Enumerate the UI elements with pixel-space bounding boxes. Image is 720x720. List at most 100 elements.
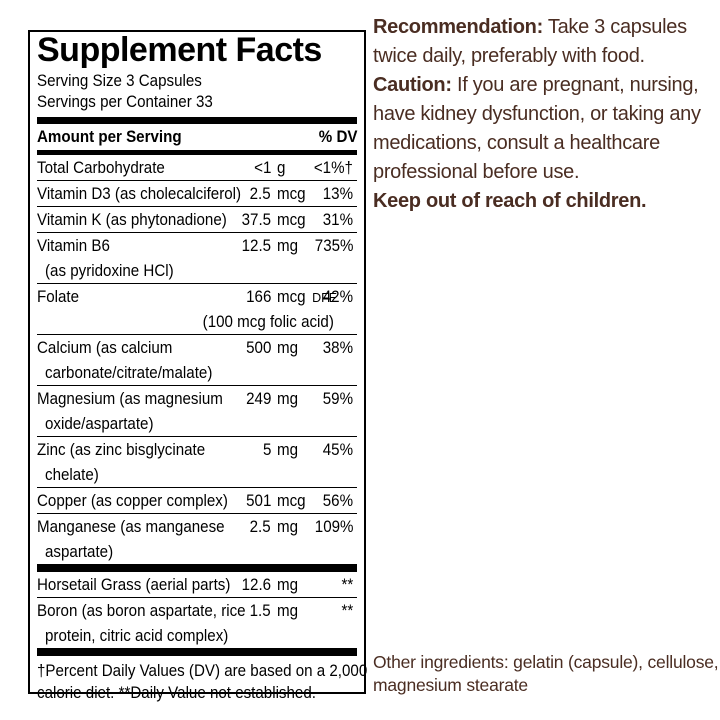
panel-title: Supplement Facts (37, 31, 322, 69)
amount-per-serving-label: Amount per Serving (37, 127, 182, 146)
nutrient-daily-value: 109% (314, 517, 353, 536)
nutrient-amount-value: 37.5 (241, 210, 271, 229)
nutrient-row: Manganese (as manganese 2.5 mg 109% aspa… (37, 513, 357, 564)
unit-text: mg (277, 440, 299, 459)
servings-per-container: Servings per Container 33 (37, 91, 357, 112)
nutrient-name: Copper (as copper complex) (37, 491, 228, 510)
nutrient-name-continuation: chelate) (45, 465, 99, 484)
recommendation-label: Recommendation: (373, 16, 543, 38)
nutrient-row: Vitamin D3 (as cholecalciferol) 2.5 mcg … (37, 180, 357, 206)
nutrient-daily-value: 13% (322, 184, 353, 203)
nutrient-name: Folate (37, 287, 80, 306)
unit-text: mcg (277, 287, 306, 306)
nutrient-amount-value: 501 (245, 491, 271, 510)
nutrient-name: Vitamin D3 (as cholecalciferol) (37, 184, 242, 203)
nutrient-amount-unit: g (277, 155, 286, 180)
nutrient-amount-unit: mg (277, 598, 301, 623)
unit-text: mg (277, 575, 299, 594)
nutrient-row: Horsetail Grass (aerial parts) 12.6 mg *… (37, 572, 357, 597)
unit-text: mcg (277, 491, 306, 510)
nutrient-name: Horsetail Grass (aerial parts) (37, 575, 231, 594)
nutrient-daily-value: 45% (322, 440, 353, 459)
nutrient-amount-unit: mcg (277, 181, 309, 206)
nutrient-daily-value: 31% (322, 210, 353, 229)
nutrient-amount-value: 12.6 (241, 575, 271, 594)
nutrient-amount-unit: mg (277, 335, 301, 360)
nutrient-amount-value: 1.5 (249, 601, 271, 620)
nutrient-row: Folate 166 mcg DFE 42% (100 mcg folic aci… (37, 283, 357, 334)
caution-label: Caution: (373, 74, 452, 96)
supplement-facts-panel: Supplement Facts Serving Size 3 Capsules… (28, 30, 367, 702)
unit-text: mg (277, 338, 299, 357)
nutrient-table: Total Carbohydrate <1 g <1%† Vitamin D3 … (37, 155, 357, 564)
nutrient-daily-value: 38% (322, 338, 353, 357)
nutrient-row: Copper (as copper complex) 501 mcg 56% (37, 487, 357, 513)
table-header: Amount per Serving % DV (37, 124, 357, 150)
nutrient-name: Zinc (as zinc bisglycinate (37, 440, 206, 459)
nutrient-amount-unit: mg (277, 233, 301, 258)
nutrient-daily-value: ** (341, 575, 353, 594)
nutrient-daily-value: <1%† (313, 158, 353, 177)
unit-text: g (277, 158, 286, 177)
other-ingredients: Other ingredients: gelatin (capsule), ce… (373, 652, 719, 695)
nutrient-subline: (100 mcg folic acid) (202, 312, 334, 331)
unit-text: mg (277, 389, 299, 408)
nutrient-amount-unit: mg (277, 386, 301, 411)
caution-body: If you are pregnant, nursing, have kidne… (373, 74, 701, 183)
medium-divider (37, 150, 357, 155)
nutrient-row: Boron (as boron aspartate, rice 1.5 mg *… (37, 597, 357, 648)
nutrient-daily-value: ** (341, 601, 353, 620)
servings-per-container-text: Servings per Container 33 (37, 92, 213, 111)
nutrient-amount-value: 2.5 (249, 184, 271, 203)
nutrient-name: Manganese (as manganese (37, 517, 225, 536)
footnote: †Percent Daily Values (DV) are based on … (37, 660, 368, 704)
nutrient-name: Total Carbohydrate (37, 158, 165, 177)
botanical-table: Horsetail Grass (aerial parts) 12.6 mg *… (37, 572, 357, 648)
unit-suffix: DFE (312, 291, 338, 305)
thick-divider-botanicals (37, 564, 357, 572)
nutrient-name: Vitamin B6 (37, 236, 110, 255)
nutrient-amount-unit: mcg (277, 488, 309, 513)
serving-size-text: Serving Size 3 Capsules (37, 71, 202, 90)
nutrient-name-continuation: aspartate) (45, 542, 114, 561)
nutrient-name-continuation: carbonate/citrate/malate) (45, 363, 213, 382)
recommendation-body: Take 3 capsules twice daily, preferably … (373, 16, 687, 67)
serving-size: Serving Size 3 Capsules (37, 70, 357, 91)
nutrient-row: Calcium (as calcium 500 mg 38% carbonate… (37, 334, 357, 385)
nutrient-daily-value: 42% (322, 287, 353, 306)
nutrient-name: Boron (as boron aspartate, rice (37, 601, 246, 620)
nutrient-amount-unit: mg (277, 572, 301, 597)
nutrient-amount-value: 249 (245, 389, 271, 408)
nutrient-name: Calcium (as calcium (37, 338, 173, 357)
nutrient-amount-value: 5 (262, 440, 271, 459)
thick-divider-top (37, 117, 357, 124)
nutrient-name-continuation: (as pyridoxine HCl) (45, 261, 174, 280)
nutrient-amount-value: <1 (253, 158, 271, 177)
nutrient-amount-unit: mg (277, 514, 301, 539)
percent-dv-label: % DV (318, 127, 357, 146)
thick-divider-footnote (37, 648, 357, 656)
unit-text: mg (277, 601, 299, 620)
nutrient-amount-value: 166 (245, 287, 271, 306)
recommendation-paragraph: Recommendation: Take 3 capsules twice da… (373, 13, 720, 71)
unit-text: mg (277, 517, 299, 536)
nutrient-daily-value: 59% (322, 389, 353, 408)
nutrient-amount-unit: mcg DFE (277, 284, 337, 311)
nutrient-amount-value: 12.5 (241, 236, 271, 255)
nutrient-row: Magnesium (as magnesium 249 mg 59% oxide… (37, 385, 357, 436)
nutrient-row: Vitamin K (as phytonadione) 37.5 mcg 31% (37, 206, 357, 232)
footnote-line-2: calorie diet. **Daily Value not establis… (37, 683, 316, 702)
nutrient-amount-value: 500 (245, 338, 271, 357)
nutrient-amount-value: 2.5 (249, 517, 271, 536)
nutrient-name: Magnesium (as magnesium (37, 389, 223, 408)
footnote-line-1: †Percent Daily Values (DV) are based on … (37, 661, 368, 680)
nutrient-name-continuation: protein, citric acid complex) (45, 626, 229, 645)
usage-information: Recommendation: Take 3 capsules twice da… (373, 13, 720, 216)
nutrient-amount-unit: mcg (277, 207, 309, 232)
nutrient-row: Total Carbohydrate <1 g <1%† (37, 155, 357, 180)
nutrient-row: Vitamin B6 12.5 mg 735% (as pyridoxine H… (37, 232, 357, 283)
caution-paragraph: Caution: If you are pregnant, nursing, h… (373, 71, 720, 187)
unit-text: mcg (277, 210, 306, 229)
keep-out-warning: Keep out of reach of children. (373, 190, 647, 212)
